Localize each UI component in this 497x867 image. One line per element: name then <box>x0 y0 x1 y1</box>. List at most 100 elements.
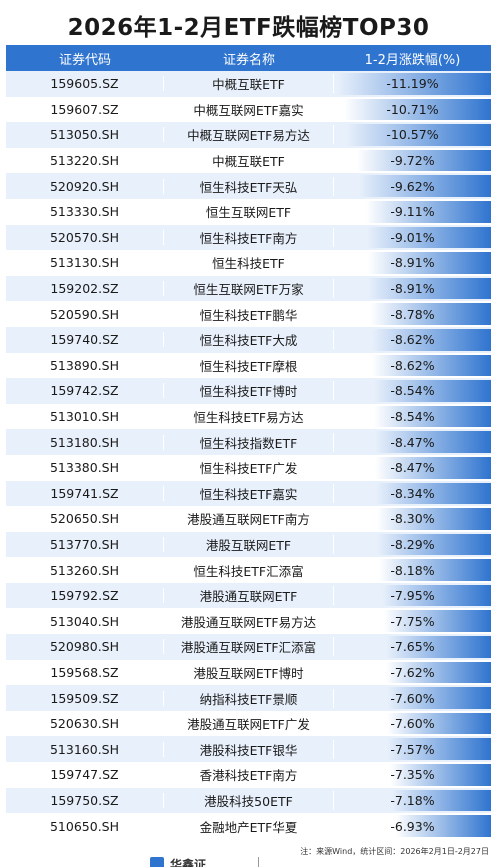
cell-change: -7.95% <box>334 583 491 609</box>
cell-change: -9.11% <box>334 199 491 225</box>
cell-change: -8.30% <box>334 506 491 532</box>
cell-change: -8.78% <box>334 301 491 327</box>
cell-name: 恒生科技ETF易方达 <box>164 407 334 427</box>
cell-name: 中概互联网ETF嘉实 <box>164 99 334 119</box>
cell-change: -6.93% <box>334 813 491 839</box>
cell-code: 510650.SH <box>6 818 164 834</box>
change-bar <box>386 661 491 684</box>
cell-change: -8.54% <box>334 378 491 404</box>
brand-mark-icon <box>150 857 164 867</box>
change-value: -9.11% <box>390 204 435 220</box>
cell-code: 513160.SH <box>6 741 164 757</box>
change-bar <box>392 789 491 812</box>
change-bar <box>337 73 491 95</box>
change-value: -8.34% <box>390 485 435 501</box>
header-change: 1-2月涨跌幅(%) <box>364 52 461 68</box>
cell-name: 恒生科技ETF汇添富 <box>164 560 334 580</box>
table-title: 2026年1-2月ETF跌幅榜TOP30 <box>67 15 430 41</box>
table-row: 159202.SZ 恒生互联网ETF万家 -8.91% <box>6 275 491 302</box>
table-row: 513010.SH 恒生科技ETF易方达 -8.54% <box>6 403 491 430</box>
change-value: -8.62% <box>390 357 435 373</box>
cell-code: 520980.SH <box>6 639 164 655</box>
change-bar <box>390 764 491 786</box>
cell-code: 520570.SH <box>6 229 164 245</box>
cell-name: 中概互联网ETF易方达 <box>164 125 334 145</box>
source-note: 注：来源Wind，统计区间：2026年2月1日-2月27日 <box>300 847 489 856</box>
change-value: -7.60% <box>390 690 435 706</box>
change-bar <box>372 354 491 377</box>
change-bar <box>379 559 491 581</box>
change-value: -7.35% <box>390 767 435 783</box>
change-bar <box>396 815 491 837</box>
cell-change: -7.62% <box>334 660 491 686</box>
table-row: 513330.SH 恒生互联网ETF -9.11% <box>6 198 491 225</box>
cell-name: 纳指科技ETF景顺 <box>164 688 334 708</box>
cell-change: -8.62% <box>334 327 491 353</box>
cell-change: -7.57% <box>334 736 491 762</box>
cell-name: 港股通互联网ETF广发 <box>164 714 334 734</box>
change-value: -6.93% <box>390 818 435 834</box>
table-row: 159742.SZ 恒生科技ETF博时 -8.54% <box>6 378 491 404</box>
cell-code: 159607.SZ <box>6 101 164 117</box>
cell-name: 恒生科技ETF嘉实 <box>164 483 334 503</box>
cell-name: 恒生互联网ETF <box>164 202 334 222</box>
change-bar <box>357 149 491 172</box>
cell-change: -9.72% <box>334 148 491 174</box>
table-row: 513160.SH 港股科技ETF银华 -7.57% <box>6 736 491 763</box>
cell-code: 159750.SZ <box>6 792 164 808</box>
cell-change: -7.35% <box>334 762 491 788</box>
cell-code: 513220.SH <box>6 153 164 169</box>
change-bar <box>346 124 491 146</box>
cell-code: 513890.SH <box>6 357 164 373</box>
table-row: 513130.SH 恒生科技ETF -8.91% <box>6 250 491 276</box>
change-bar <box>374 380 491 402</box>
change-bar <box>368 252 491 274</box>
cell-name: 恒生科技ETF <box>164 253 334 273</box>
etf-ranking-table: 证券代码 证券名称 1-2月涨跌幅(%) 159605.SZ 中概互联ETF -11… <box>6 45 491 839</box>
cell-name: 港股通互联网ETF易方达 <box>164 611 334 631</box>
table-row: 513220.SH 中概互联ETF -9.72% <box>6 147 491 174</box>
cell-change: -8.62% <box>334 353 491 379</box>
cell-name: 恒生科技ETF天弘 <box>164 176 334 196</box>
table-row: 513180.SH 恒生科技指数ETF -8.47% <box>6 429 491 455</box>
header-name: 证券名称 <box>222 52 275 68</box>
change-bar <box>344 98 491 121</box>
cell-change: -11.19% <box>334 71 491 97</box>
change-value: -8.30% <box>390 511 435 527</box>
cell-change: -8.47% <box>334 455 491 481</box>
change-value: -7.60% <box>390 716 435 732</box>
change-bar <box>386 636 491 658</box>
change-bar <box>368 277 491 300</box>
change-value: -9.01% <box>390 229 435 245</box>
cell-change: -8.91% <box>334 250 491 276</box>
change-value: -8.62% <box>390 332 435 348</box>
change-bar <box>387 687 491 709</box>
change-value: -8.47% <box>390 460 435 476</box>
table-row: 513890.SH 恒生科技ETF摩根 -8.62% <box>6 352 491 379</box>
cell-code: 513040.SH <box>6 613 164 629</box>
cell-code: 513380.SH <box>6 460 164 476</box>
change-bar <box>359 175 491 197</box>
cell-code: 159605.SZ <box>6 76 164 92</box>
table-row: 520630.SH 港股通互联网ETF广发 -7.60% <box>6 710 491 737</box>
table-row: 159747.SZ 香港科技ETF南方 -7.35% <box>6 762 491 788</box>
cell-code: 520650.SH <box>6 511 164 527</box>
table-row: 159740.SZ 恒生科技ETF大成 -8.62% <box>6 326 491 353</box>
change-bar <box>367 226 491 249</box>
change-value: -7.62% <box>390 664 435 680</box>
change-bar <box>382 584 491 607</box>
cell-change: -7.75% <box>334 608 491 634</box>
cell-code: 520920.SH <box>6 178 164 194</box>
table-row: 513380.SH 恒生科技ETF广发 -8.47% <box>6 454 491 481</box>
table-row: 513040.SH 港股通互联网ETF易方达 -7.75% <box>6 608 491 635</box>
cell-code: 159792.SZ <box>6 588 164 604</box>
change-value: -8.29% <box>390 536 435 552</box>
change-bar <box>384 610 491 633</box>
cell-change: -7.65% <box>334 634 491 660</box>
cell-change: -8.54% <box>334 404 491 430</box>
table-row: 513050.SH 中概互联网ETF易方达 -10.57% <box>6 122 491 148</box>
cell-name: 金融地产ETF华夏 <box>164 816 334 836</box>
cell-name: 恒生科技指数ETF <box>164 432 334 452</box>
cell-name: 港股互联网ETF博时 <box>164 662 334 682</box>
change-value: -8.78% <box>390 306 435 322</box>
